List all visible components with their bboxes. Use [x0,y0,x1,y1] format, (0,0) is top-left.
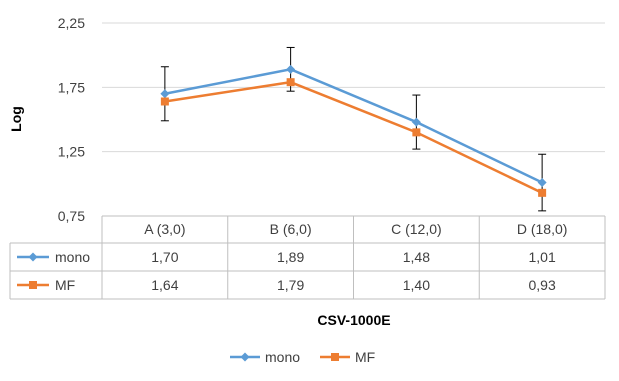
legend-key-mono-marker [240,352,250,362]
data-label-mono: 1,48 [403,249,430,265]
point-mono [286,64,296,74]
data-label-mono: 1,70 [151,249,178,265]
point-mf [538,188,547,197]
data-label-mono: 1,89 [277,249,304,265]
y-tick-label: 1,75 [58,79,85,95]
point-mf [160,97,169,106]
data-label-mf: 1,40 [403,277,430,293]
table-key-mf-marker [29,281,37,289]
x-tick-label: C (12,0) [391,221,442,237]
x-tick-label: B (6,0) [270,221,312,237]
x-tick-label: D (18,0) [517,221,568,237]
point-mono [160,89,170,99]
gridlines [102,22,605,153]
legend-label-mono: mono [265,349,300,365]
point-mono [411,117,421,127]
legend-key-mf-marker [331,353,339,361]
table-row-label-mono: mono [55,249,90,265]
x-tick-label: A (3,0) [144,221,185,237]
y-tick-label: 0,75 [58,208,85,224]
point-mf [412,128,421,137]
y-axis-title: Log [8,106,24,132]
data-label-mf: 0,93 [529,277,556,293]
y-tick-labels: 0,75 1,25 1,75 2,25 [58,15,85,224]
data-table: A (3,0) B (6,0) C (12,0) D (18,0) mono 1,70 1,… [9,215,606,300]
legend-label-mf: MF [355,349,375,365]
point-mono [537,178,547,188]
table-row-label-mf: MF [55,277,75,293]
table-key-mono-marker [28,252,38,262]
error-bars [160,46,547,212]
legend: mono MF [230,349,375,365]
data-label-mf: 1,79 [277,277,304,293]
y-tick-label: 2,25 [58,15,85,31]
point-mf [286,78,295,87]
series-line-mf [164,80,543,194]
data-label-mf: 1,64 [151,277,178,293]
y-tick-label: 1,25 [58,144,85,160]
series-line-mono [164,68,543,184]
series-markers [160,64,547,197]
x-axis-title: CSV-1000E [317,312,390,328]
data-label-mono: 1,01 [529,249,556,265]
series-lines [164,68,543,194]
